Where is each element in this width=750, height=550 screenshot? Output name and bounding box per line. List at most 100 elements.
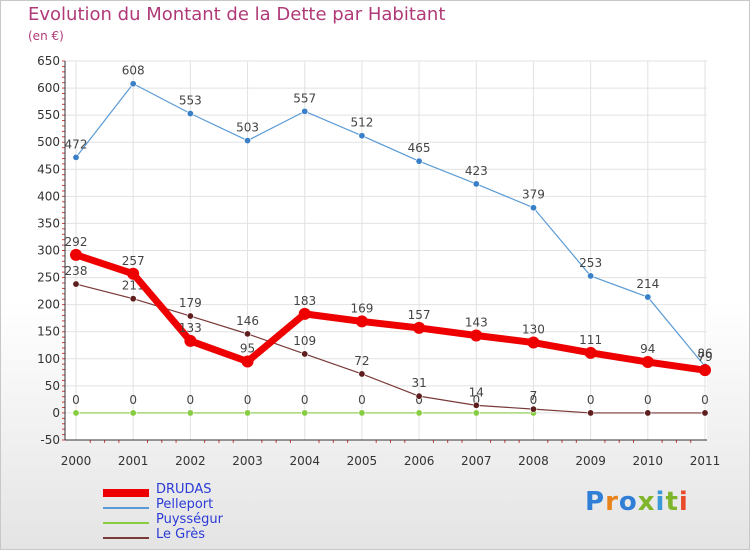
series-line-le-gres (75, 283, 705, 414)
y-tick-label: 400 (37, 189, 60, 203)
data-label-puyssegur: 0 (129, 393, 137, 407)
data-point-le-gres (644, 409, 652, 417)
legend-swatch (103, 507, 149, 509)
logo-letter: i (678, 487, 689, 517)
x-tick-label: 2010 (633, 454, 664, 468)
data-point-puyssegur (358, 409, 366, 417)
chart-title: Evolution du Montant de la Dette par Hab… (28, 4, 446, 25)
data-label-pelleport: 86 (697, 346, 712, 360)
x-tick-label: 2008 (518, 454, 549, 468)
y-tick-label: 600 (37, 81, 60, 95)
x-tick-label: 2003 (232, 454, 263, 468)
data-point-puyssegur (129, 409, 137, 417)
data-label-drudas: 257 (122, 254, 145, 268)
data-label-puyssegur: 0 (187, 393, 195, 407)
x-tick-label: 2009 (575, 454, 606, 468)
data-point-le-gres (415, 392, 423, 400)
logo-letter: o (618, 487, 638, 517)
data-point-puyssegur (472, 409, 480, 417)
data-label-pelleport: 472 (65, 137, 88, 151)
data-label-puyssegur: 0 (358, 393, 366, 407)
proxiti-logo: Proxiti (585, 487, 689, 517)
data-point-le-gres (244, 330, 252, 338)
data-point-puyssegur (301, 409, 309, 417)
data-point-pelleport (129, 80, 137, 88)
data-point-pelleport (358, 132, 366, 140)
data-point-pelleport (186, 110, 194, 118)
data-label-pelleport: 608 (122, 64, 145, 78)
data-label-le-gres: 146 (236, 314, 259, 328)
data-point-drudas (241, 355, 254, 368)
y-tick-label: 250 (37, 271, 60, 285)
data-label-pelleport: 557 (293, 91, 316, 105)
data-point-le-gres (301, 350, 309, 358)
logo-letter: i (655, 487, 666, 517)
y-tick-label: 100 (37, 352, 60, 366)
data-point-le-gres (587, 409, 595, 417)
data-point-drudas (470, 329, 483, 342)
data-label-puyssegur: 0 (415, 393, 423, 407)
y-tick-label: 500 (37, 135, 60, 149)
data-label-le-gres: 109 (293, 334, 316, 348)
data-point-drudas (527, 336, 540, 349)
data-label-drudas: 111 (579, 333, 602, 347)
y-tick-label: -50 (40, 433, 60, 447)
x-tick-label: 2011 (690, 454, 721, 468)
data-label-drudas: 183 (293, 294, 316, 308)
legend-swatch (103, 522, 149, 524)
data-label-pelleport: 214 (636, 277, 659, 291)
data-point-drudas (70, 248, 82, 261)
data-point-drudas (127, 267, 140, 280)
x-tick-label: 2004 (289, 454, 320, 468)
data-point-drudas (355, 315, 368, 328)
y-tick-label: 0 (52, 406, 60, 420)
data-label-drudas: 79 (697, 350, 712, 364)
data-label-drudas: 95 (240, 341, 255, 355)
data-label-drudas: 143 (465, 316, 488, 330)
y-tick-label: 300 (37, 244, 60, 258)
x-tick-label: 2002 (175, 454, 206, 468)
data-point-pelleport (244, 137, 252, 145)
data-point-pelleport (301, 107, 309, 115)
data-point-pelleport (587, 272, 595, 280)
data-point-pelleport (72, 153, 80, 161)
data-point-pelleport (472, 180, 480, 188)
data-point-le-gres (129, 295, 137, 303)
data-label-drudas: 157 (408, 308, 431, 322)
data-label-le-gres: 238 (65, 264, 88, 278)
data-label-le-gres: 72 (354, 354, 369, 368)
data-point-drudas (184, 334, 197, 347)
legend-label: Le Grès (156, 527, 206, 542)
y-tick-label: 150 (37, 325, 60, 339)
series-line-pelleport (75, 83, 706, 367)
data-label-puyssegur: 0 (472, 393, 480, 407)
data-label-puyssegur: 0 (301, 393, 309, 407)
data-point-le-gres (186, 312, 194, 320)
x-tick-label: 2006 (404, 454, 435, 468)
y-tick-label: 350 (37, 216, 60, 230)
data-label-puyssegur: 0 (530, 393, 538, 407)
data-point-le-gres (529, 405, 537, 413)
x-tick-label: 2007 (461, 454, 492, 468)
data-label-le-gres: 0 (644, 393, 652, 407)
logo-letter: t (665, 487, 679, 517)
data-point-le-gres (701, 409, 709, 417)
data-label-pelleport: 253 (579, 256, 602, 270)
logo-letter: P (585, 487, 606, 517)
data-label-drudas: 94 (640, 342, 655, 356)
data-point-puyssegur (186, 409, 194, 417)
legend-label: Pelleport (156, 497, 214, 512)
data-label-pelleport: 512 (350, 116, 373, 130)
logo-letter: x (637, 487, 656, 517)
y-tick-label: 200 (37, 298, 60, 312)
data-label-drudas: 169 (350, 301, 373, 315)
data-label-drudas: 292 (65, 235, 88, 249)
data-label-le-gres: 0 (701, 393, 709, 407)
chart-subtitle: (en €) (28, 29, 64, 43)
data-label-pelleport: 553 (179, 94, 202, 108)
series-line-drudas (74, 251, 706, 374)
data-point-puyssegur (72, 409, 80, 417)
data-point-drudas (584, 346, 597, 359)
data-label-drudas: 133 (179, 321, 202, 335)
